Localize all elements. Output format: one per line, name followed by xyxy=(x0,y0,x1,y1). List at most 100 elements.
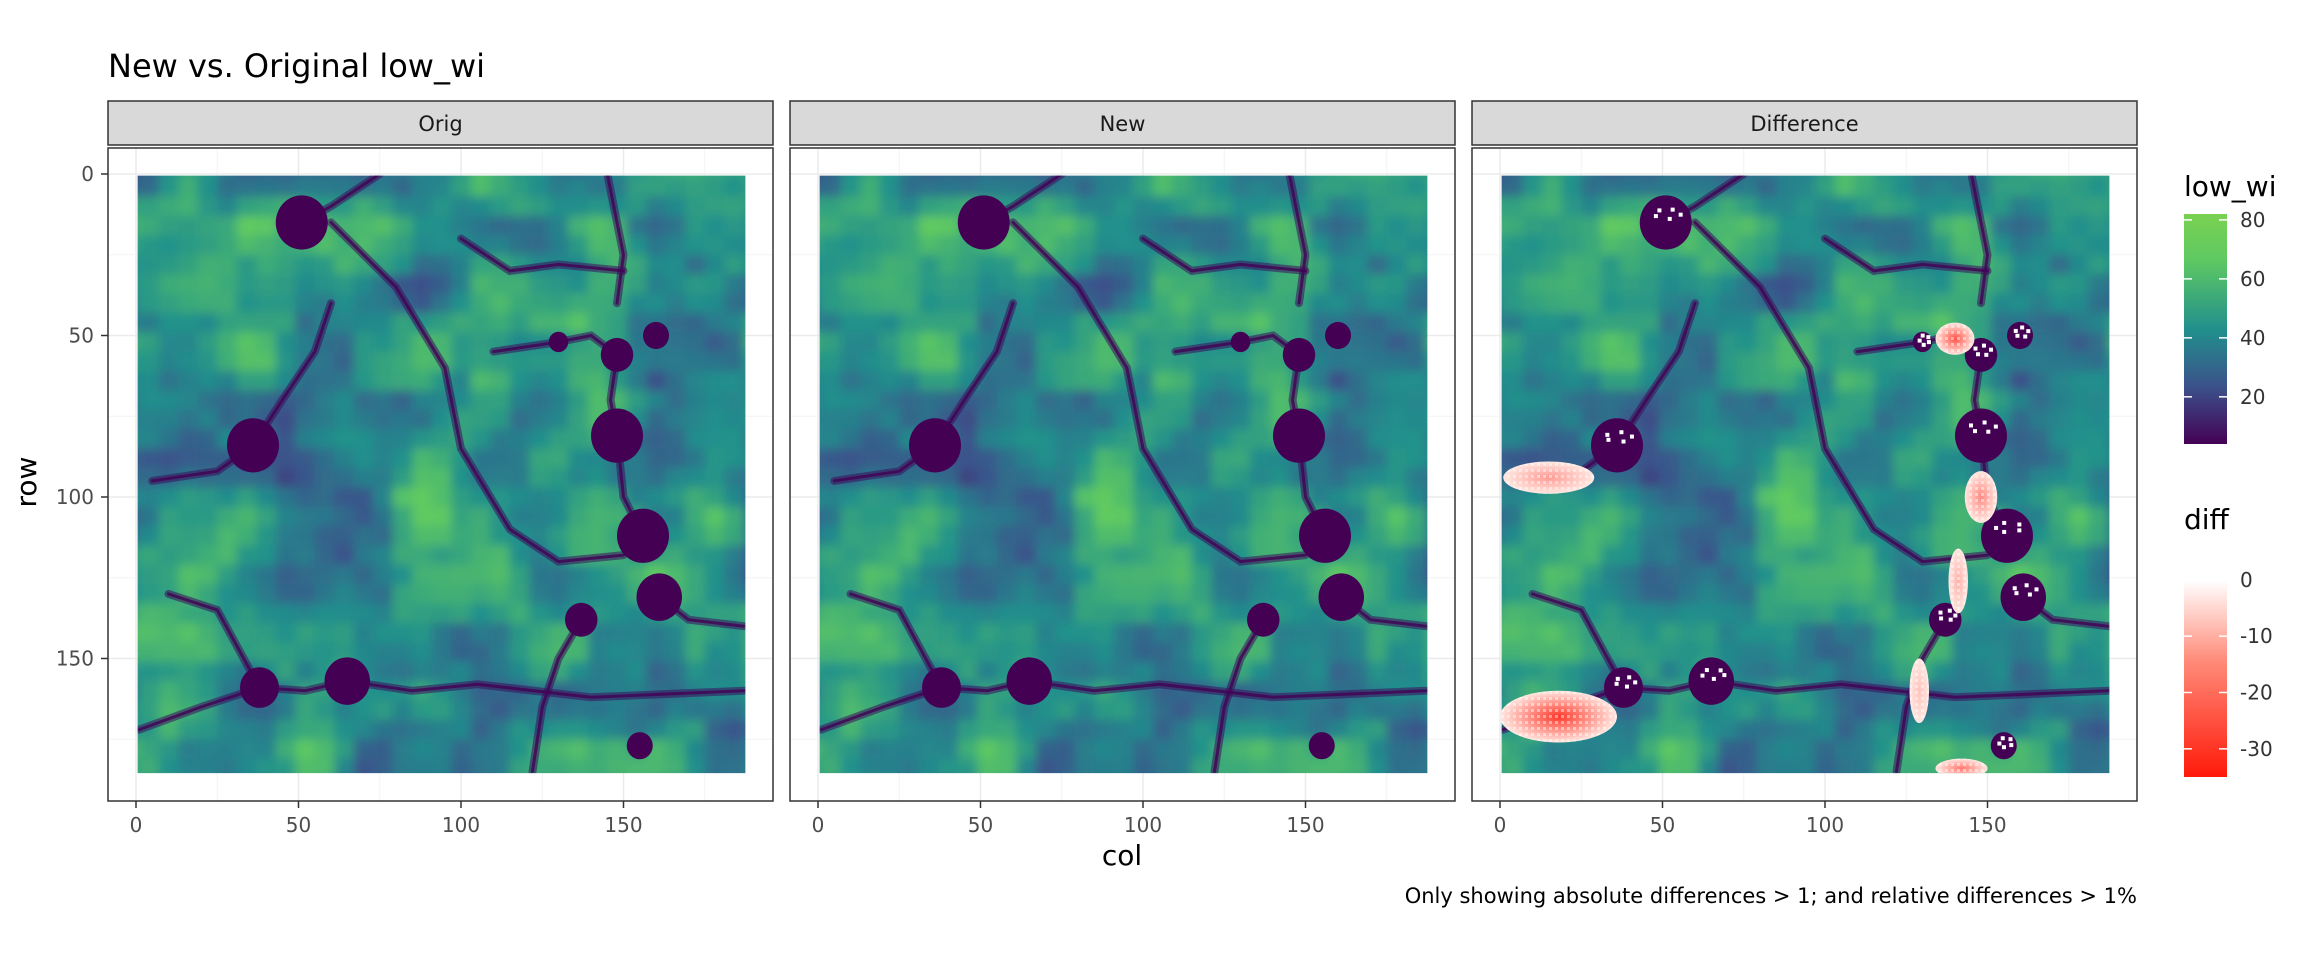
depression-mark xyxy=(1282,337,1316,372)
depression-mark xyxy=(1299,508,1351,563)
difference-speck xyxy=(1670,207,1675,212)
depression-mark xyxy=(600,337,634,372)
x-tick-label: 150 xyxy=(1286,813,1324,837)
depression-mark xyxy=(240,667,279,708)
difference-speck xyxy=(1981,343,1986,348)
y-tick-label: 0 xyxy=(81,162,94,186)
depression-mark xyxy=(591,408,643,463)
difference-speck xyxy=(2024,583,2029,588)
depression-mark xyxy=(1688,657,1734,705)
difference-overlay xyxy=(1501,207,2039,774)
difference-speck xyxy=(2017,528,2022,533)
depressions xyxy=(909,195,1364,760)
facet-panel-difference: Difference 0 50 100 150 xyxy=(1471,100,2138,837)
difference-speck xyxy=(2009,743,2014,748)
depression-mark xyxy=(1006,657,1052,705)
difference-speck xyxy=(1948,617,1953,622)
difference-speck xyxy=(1917,338,1922,343)
depression-mark xyxy=(636,573,682,621)
difference-speck xyxy=(1621,439,1626,444)
difference-speck xyxy=(2008,737,2013,742)
depression-mark xyxy=(643,321,669,350)
facet-strip-label: Difference xyxy=(1750,112,1858,136)
chart-title: New vs. Original low_wi xyxy=(108,47,485,85)
panel-border xyxy=(789,147,1456,802)
legend-tick-label: -20 xyxy=(2240,680,2273,704)
depression-mark xyxy=(1247,602,1280,637)
difference-speck xyxy=(1619,430,1624,435)
depression-mark xyxy=(2000,573,2046,621)
depressions xyxy=(227,195,682,760)
heatmap-raster xyxy=(137,175,746,774)
difference-speck xyxy=(1989,347,1994,352)
facet-strip xyxy=(789,100,1456,146)
legend-diff-title: diff xyxy=(2184,503,2230,536)
difference-speck xyxy=(1994,525,1999,530)
difference-speck xyxy=(1614,681,1619,686)
legend-diff: diff 0 -10 -20 -30 xyxy=(2184,503,2273,777)
x-tick-label: 0 xyxy=(1494,813,1507,837)
difference-speck xyxy=(1711,676,1716,681)
depression-mark xyxy=(626,732,653,760)
chart-caption: Only showing absolute differences > 1; a… xyxy=(1405,884,2137,908)
difference-speck xyxy=(1615,676,1620,681)
x-tick-label: 0 xyxy=(130,813,143,837)
depression-mark xyxy=(1273,408,1325,463)
difference-speck xyxy=(1938,610,1943,615)
difference-speck xyxy=(1953,613,1958,618)
difference-speck xyxy=(1926,335,1931,340)
legend-low-wi-title: low_wi xyxy=(2184,170,2277,203)
difference-speck xyxy=(1968,423,1973,428)
depression-mark xyxy=(275,195,328,250)
difference-speck xyxy=(2012,586,2017,591)
legend-diff-colorbar xyxy=(2184,546,2227,777)
difference-speck xyxy=(2000,736,2005,741)
x-tick-label: 0 xyxy=(812,813,825,837)
x-tick-label: 150 xyxy=(1968,813,2006,837)
depression-mark xyxy=(324,657,370,705)
depression-mark xyxy=(617,508,669,563)
depression-mark xyxy=(1964,337,1998,372)
difference-speck xyxy=(1973,346,1978,351)
y-tick-label: 100 xyxy=(56,485,94,509)
depression-mark xyxy=(1955,408,2007,463)
legend-tick-label: 0 xyxy=(2240,568,2253,592)
x-axis-ticks: 0 50 100 150 xyxy=(130,801,643,837)
depression-mark xyxy=(957,195,1010,250)
difference-speck xyxy=(1921,342,1926,347)
facet-strip-label: New xyxy=(1100,112,1146,136)
depression-mark xyxy=(922,667,961,708)
difference-speck xyxy=(1997,741,2002,746)
depression-mark xyxy=(909,418,961,473)
facet-strip xyxy=(1471,100,2138,146)
difference-speck xyxy=(1718,668,1723,673)
difference-speck xyxy=(2002,520,2007,525)
depression-mark xyxy=(1591,418,1643,473)
x-tick-label: 50 xyxy=(286,813,311,837)
difference-speck xyxy=(1947,608,1952,613)
depression-mark xyxy=(2007,321,2033,350)
facet-strip-label: Orig xyxy=(418,112,462,136)
x-axis-ticks: 0 50 100 150 xyxy=(1494,801,2007,837)
y-axis-title: row xyxy=(10,457,43,508)
difference-speck xyxy=(1678,212,1683,217)
facet-strip xyxy=(107,100,774,146)
depression-mark xyxy=(565,602,598,637)
heatmap-raster xyxy=(1501,175,2110,774)
y-axis-ticks: 0 50 100 150 xyxy=(56,162,108,671)
flow-channels xyxy=(819,175,1428,774)
depression-mark xyxy=(1308,732,1335,760)
difference-speck xyxy=(1653,214,1658,219)
depression-mark xyxy=(548,331,569,353)
difference-speck xyxy=(1976,352,1981,357)
x-tick-label: 100 xyxy=(1124,813,1162,837)
difference-speck xyxy=(1993,424,1998,429)
x-axis-title: col xyxy=(1102,839,1142,872)
difference-speck xyxy=(2020,325,2025,330)
panel-border xyxy=(1471,147,2138,802)
difference-speck xyxy=(1627,675,1632,680)
x-tick-label: 150 xyxy=(604,813,642,837)
depression-mark xyxy=(1318,573,1364,621)
difference-speck xyxy=(1657,208,1662,213)
difference-speck xyxy=(1629,434,1634,439)
